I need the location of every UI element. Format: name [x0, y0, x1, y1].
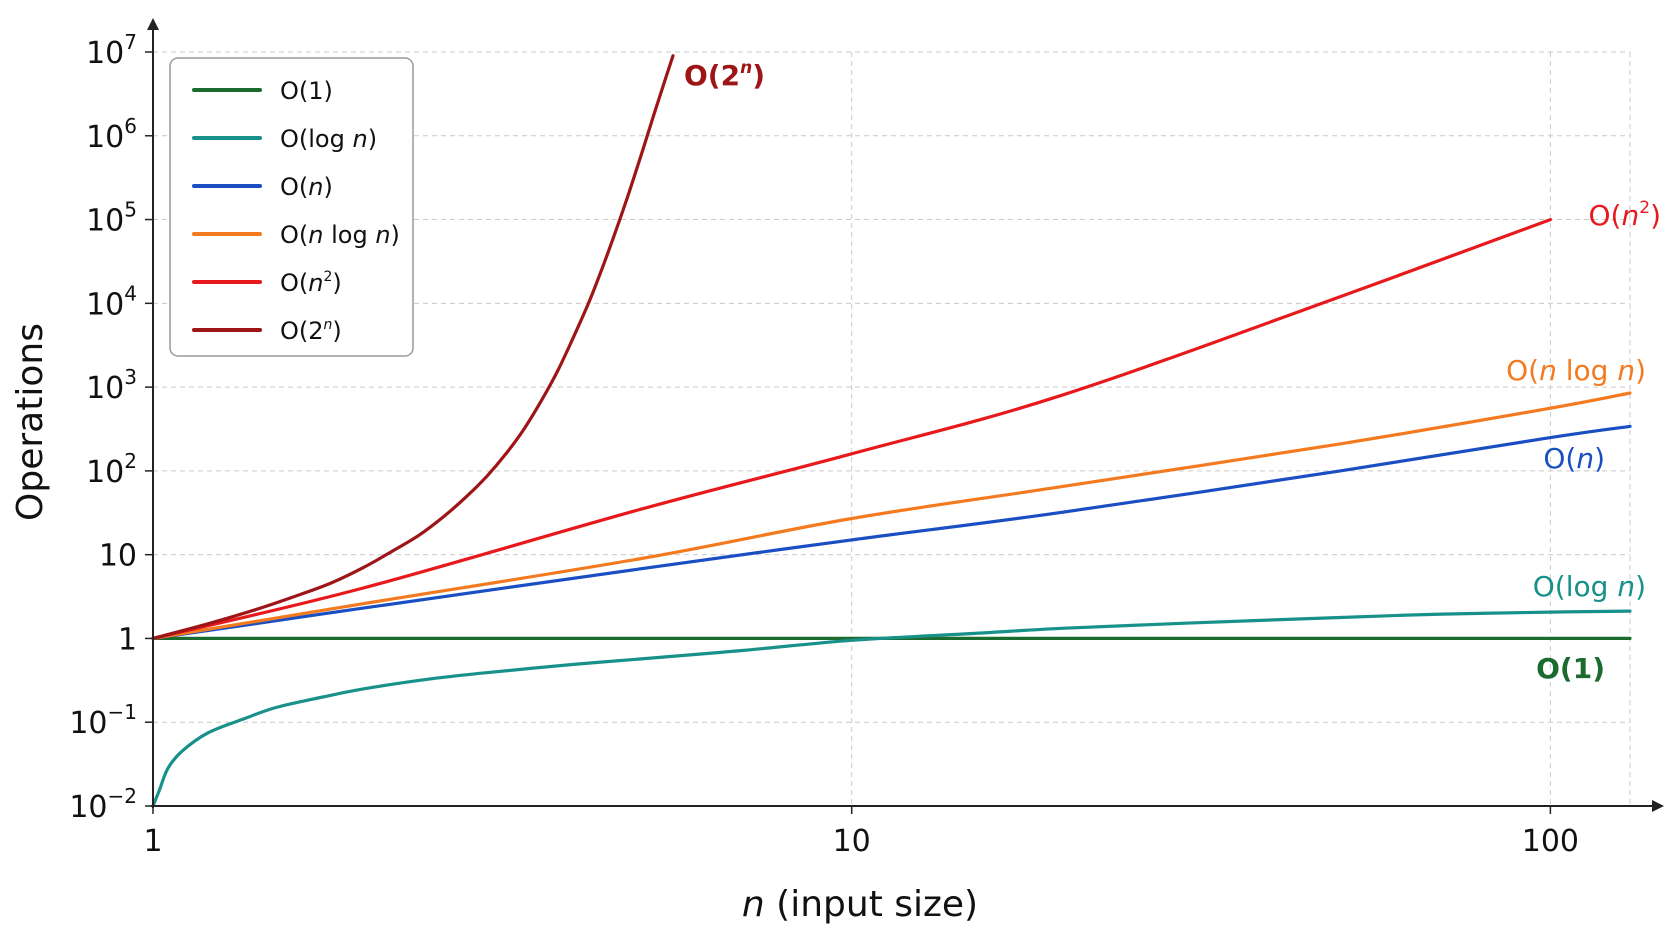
label-part: ) — [391, 221, 400, 249]
y-tick-label: 1 — [118, 622, 137, 657]
y-tick-label: 105 — [86, 198, 137, 239]
label-part: O(1) — [1536, 652, 1605, 685]
label-part: ) — [1594, 442, 1605, 475]
y-tick-exponent: 6 — [124, 114, 137, 138]
y-tick-label: 10−2 — [69, 784, 137, 825]
y-tick-base: 10 — [69, 790, 107, 825]
x-axis-title-part: (input size) — [765, 884, 978, 925]
y-tick-label: 10 — [99, 539, 137, 574]
label-part: ) — [752, 59, 765, 92]
y-tick-base: 10 — [86, 120, 124, 155]
end-label-o-n: O(n) — [1543, 442, 1605, 475]
label-part: O( — [1543, 442, 1576, 475]
y-tick-base: 10 — [86, 36, 124, 71]
label-part: O( — [1506, 354, 1539, 387]
legend-label-o-n: O(n) — [280, 173, 333, 201]
label-part: n — [740, 58, 752, 78]
legend: O(1)O(log n)O(n)O(n log n)O(n2)O(2n) — [169, 57, 414, 357]
legend-label-o-2-to-n: O(2n) — [280, 317, 342, 345]
label-part: n — [308, 269, 323, 297]
label-part: O(log — [280, 125, 352, 153]
label-part: ) — [1635, 354, 1646, 387]
y-axis-title: Operations — [10, 323, 51, 521]
label-part: log — [1557, 354, 1617, 387]
series-end-labels: O(1)O(log n)O(n)O(n log n)O(n2)O(2n) — [684, 58, 1661, 685]
y-tick-base: 10 — [86, 287, 124, 322]
series-line-o-log-n — [151, 609, 1632, 808]
label-part: n — [352, 125, 367, 153]
label-part: ) — [368, 125, 377, 153]
axes — [145, 18, 1664, 814]
label-part: O(2 — [684, 59, 740, 92]
y-tick-base: 10 — [86, 204, 124, 239]
label-part: ) — [323, 173, 332, 201]
y-tick-label: 106 — [86, 114, 137, 155]
label-part: O(1) — [280, 77, 333, 105]
label-part: n — [308, 221, 323, 249]
y-tick-label: 107 — [86, 30, 137, 71]
x-tick-label: 100 — [1522, 824, 1579, 859]
label-part: O( — [280, 173, 308, 201]
series-line-o-n — [151, 424, 1632, 640]
label-part: log — [323, 221, 375, 249]
series-line-o-n-squared — [151, 218, 1552, 640]
label-part: O(log — [1533, 570, 1618, 603]
y-tick-base: 10 — [99, 539, 137, 574]
label-part: n — [308, 173, 323, 201]
label-part: n — [1621, 199, 1639, 232]
label-part: 2 — [323, 269, 332, 285]
legend-label-o-n-log-n: O(n log n) — [280, 221, 400, 249]
label-part: O( — [1589, 199, 1622, 232]
end-label-o-log-n: O(log n) — [1533, 570, 1646, 603]
x-axis-title-part: n — [742, 884, 765, 925]
y-tick-base: 10 — [69, 706, 107, 741]
y-tick-exponent: −1 — [108, 700, 137, 724]
end-label-o-n-squared: O(n2) — [1589, 198, 1661, 232]
label-part: n — [1576, 442, 1594, 475]
x-axis-title: n (input size) — [742, 884, 978, 925]
label-part: n — [1539, 354, 1557, 387]
end-label-o-1: O(1) — [1536, 652, 1605, 685]
legend-label-o-log-n: O(log n) — [280, 125, 377, 153]
label-part: O( — [280, 221, 308, 249]
end-label-o-2-to-n: O(2n) — [684, 58, 765, 92]
label-part: ) — [332, 317, 341, 345]
series-line-o-n-log-n — [151, 391, 1632, 640]
y-tick-exponent: 5 — [124, 198, 137, 222]
y-tick-exponent: 3 — [124, 365, 137, 389]
series-lines — [151, 54, 1632, 808]
legend-label-o-n-squared: O(n2) — [280, 269, 342, 297]
x-tick-label: 10 — [833, 824, 871, 859]
label-part: n — [324, 317, 333, 333]
label-part: n — [1617, 354, 1635, 387]
label-part: ) — [1650, 199, 1661, 232]
y-tick-base: 10 — [86, 371, 124, 406]
y-tick-label: 104 — [86, 281, 137, 322]
label-part: 2 — [1639, 198, 1650, 218]
y-tick-exponent: 4 — [124, 281, 137, 305]
label-part: n — [1617, 570, 1635, 603]
label-part: O( — [280, 269, 308, 297]
y-tick-label: 102 — [86, 449, 137, 490]
legend-label-o-1: O(1) — [280, 77, 333, 105]
y-tick-exponent: 2 — [124, 449, 137, 473]
y-tick-exponent: −2 — [108, 784, 137, 808]
label-part: ) — [1635, 570, 1646, 603]
label-part: n — [375, 221, 390, 249]
y-tick-exponent: 7 — [124, 30, 137, 54]
label-part: ) — [332, 269, 341, 297]
y-tick-base: 1 — [118, 622, 137, 657]
series-line-o-2-to-n — [151, 54, 675, 640]
label-part: O(2 — [280, 317, 324, 345]
x-tick-label: 1 — [143, 824, 162, 859]
y-tick-label: 10−1 — [69, 700, 137, 741]
end-label-o-n-log-n: O(n log n) — [1506, 354, 1646, 387]
y-tick-base: 10 — [86, 455, 124, 490]
y-tick-label: 103 — [86, 365, 137, 406]
